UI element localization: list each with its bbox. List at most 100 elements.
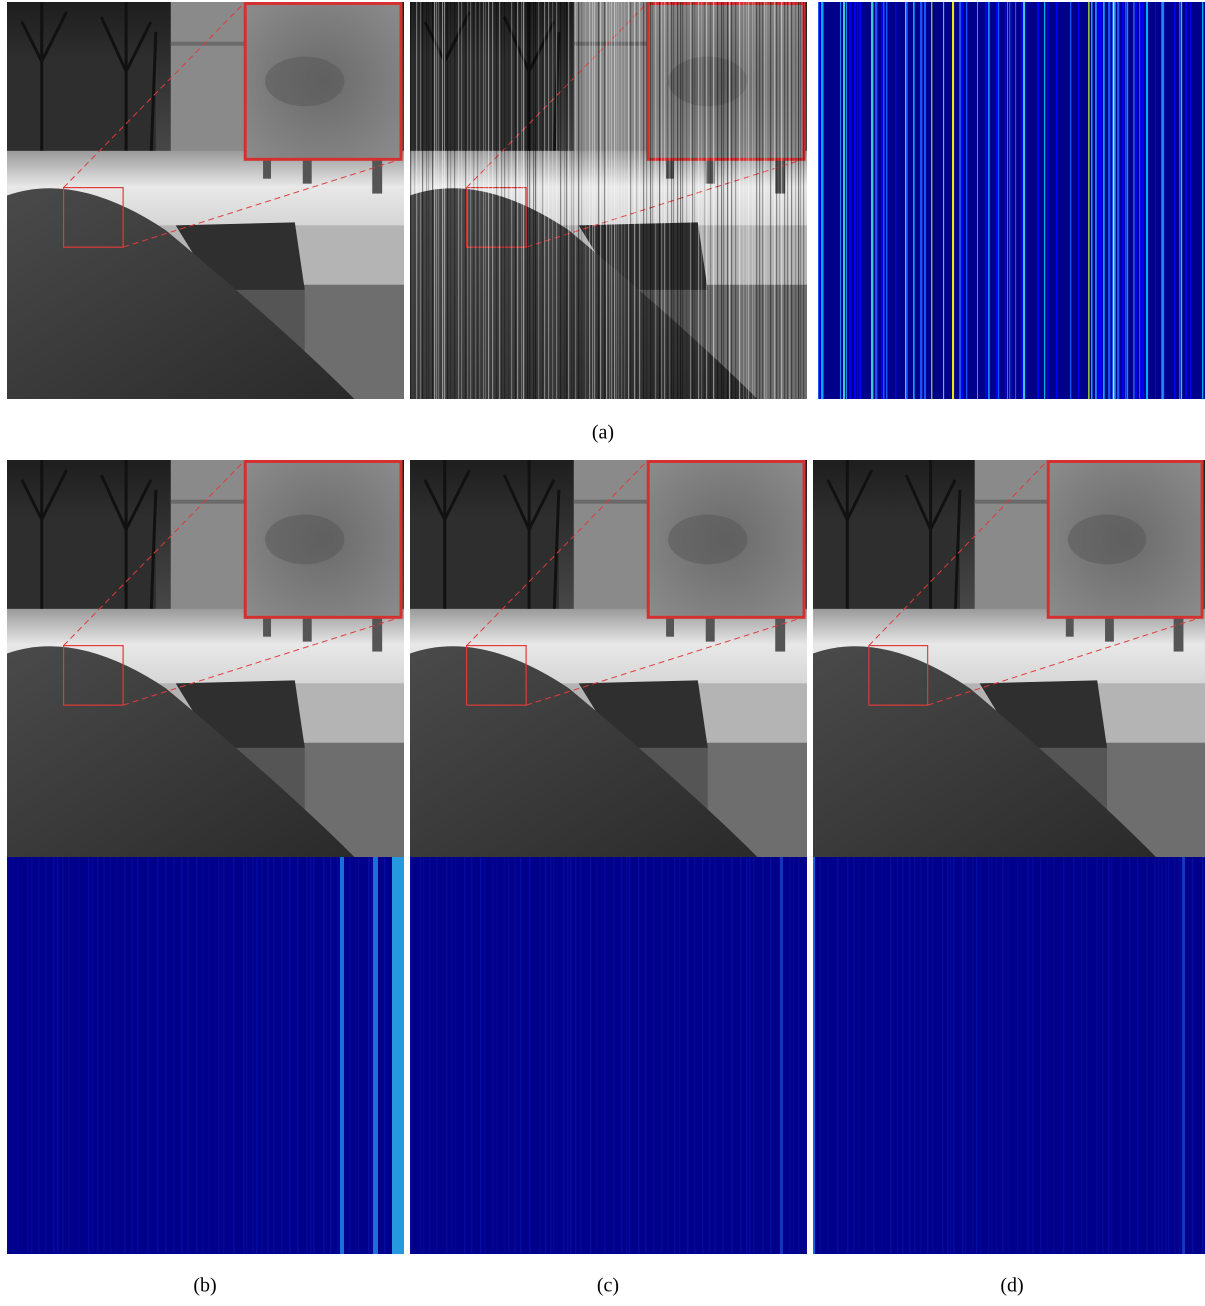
stripe [881, 2, 884, 399]
stripe [704, 2, 706, 399]
stripe [680, 2, 682, 399]
stripe [423, 857, 425, 1254]
stripe [529, 2, 531, 399]
stripe [1044, 2, 1046, 399]
stripe [859, 2, 862, 399]
stripe [709, 857, 711, 1254]
stripe [673, 2, 675, 399]
stripe [604, 2, 606, 399]
stripe [1122, 2, 1125, 399]
stripe [853, 857, 855, 1254]
stripe [881, 857, 883, 1254]
stripe [233, 857, 235, 1254]
stripe [147, 857, 149, 1254]
stripe [803, 2, 805, 399]
stripe [1111, 857, 1113, 1254]
stripe [103, 857, 105, 1254]
stripe [570, 857, 572, 1254]
stripe [496, 857, 498, 1254]
stripe [1155, 2, 1157, 399]
stripe [628, 2, 630, 399]
stripe [735, 2, 737, 399]
stripe [1002, 857, 1004, 1254]
stripe [1161, 857, 1163, 1254]
stripe [243, 857, 245, 1254]
stripe [749, 857, 751, 1254]
stripe [1073, 857, 1075, 1254]
stripe [1009, 2, 1011, 399]
stripe [1096, 857, 1098, 1254]
stripe [590, 857, 592, 1254]
stripe [845, 2, 847, 399]
stripe [976, 857, 978, 1254]
stripe [1023, 2, 1026, 399]
stripe [1179, 2, 1181, 399]
stripe [858, 857, 860, 1254]
stripe [1032, 857, 1034, 1254]
stripe [297, 857, 299, 1254]
stripe [770, 857, 772, 1254]
stripe [358, 857, 360, 1254]
stripe [706, 2, 708, 399]
stripe [1135, 2, 1138, 399]
stripe [451, 857, 453, 1254]
stripe [762, 857, 764, 1254]
stripe [865, 857, 867, 1254]
stripe [571, 2, 573, 399]
stripe [849, 2, 851, 399]
stripe [38, 857, 40, 1254]
stripe [330, 857, 332, 1254]
stripe [827, 857, 829, 1254]
stripe [1114, 2, 1116, 399]
stripe [652, 2, 654, 399]
stripe [1161, 2, 1163, 399]
stripe [88, 857, 90, 1254]
stripe [682, 2, 684, 399]
stripe [953, 857, 955, 1254]
stripe [1011, 2, 1013, 399]
stripe [819, 857, 821, 1254]
stripe [1086, 857, 1088, 1254]
stripe [609, 2, 611, 399]
stripe [710, 2, 712, 399]
stripe [606, 2, 608, 399]
stripe [313, 857, 315, 1254]
stripe [585, 2, 587, 399]
stripe [1081, 857, 1083, 1254]
stripe [754, 2, 756, 399]
stripe [1127, 2, 1129, 399]
stripe [952, 2, 955, 399]
stripe [942, 857, 944, 1254]
stripe [471, 857, 473, 1254]
stripe-map [818, 2, 1204, 399]
stripe [626, 857, 628, 1254]
stripe [650, 2, 652, 399]
stripe [980, 857, 982, 1254]
stripe [740, 857, 742, 1254]
stripe [560, 2, 562, 399]
stripe [450, 2, 452, 399]
stripe [674, 857, 676, 1254]
stripe [800, 2, 802, 399]
stripe [548, 2, 550, 399]
stripe [218, 857, 220, 1254]
stripe [594, 2, 596, 399]
stripe [604, 857, 606, 1254]
image-panel [7, 2, 404, 399]
stripe [475, 2, 477, 399]
stripe [477, 2, 479, 399]
stripe [762, 2, 764, 399]
stripe [886, 2, 888, 399]
stripe [511, 2, 513, 399]
stripe [913, 2, 915, 399]
stripe [515, 2, 517, 399]
stripe [629, 857, 631, 1254]
stripe [438, 2, 440, 399]
caption: (d) [1000, 1275, 1023, 1297]
stripe [581, 2, 583, 399]
stripe [661, 857, 663, 1254]
stripe [426, 2, 428, 399]
stripe [996, 2, 998, 399]
stripe [902, 857, 904, 1254]
stripe [1103, 2, 1105, 399]
